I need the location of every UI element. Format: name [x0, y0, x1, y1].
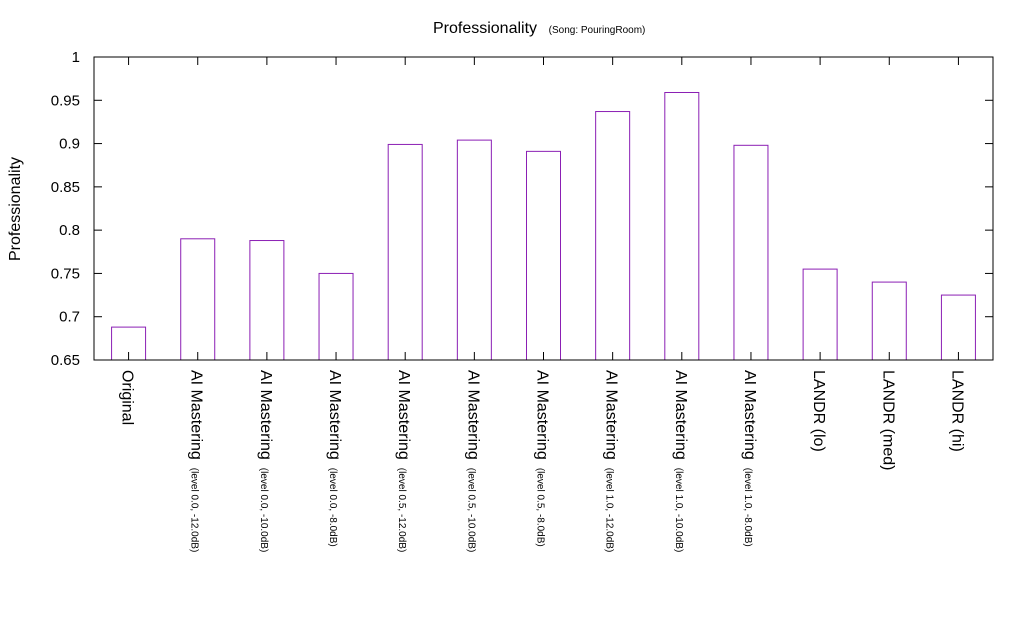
plot-frame — [93, 56, 994, 361]
x-tick-label-main: LANDR (lo) — [810, 370, 827, 452]
chart-title: Professionality — [433, 20, 537, 37]
x-tick-label-sub: (level 1.0, -8.0dB) — [742, 468, 753, 547]
y-tick-label: 1 — [72, 49, 80, 66]
x-tick-label: AI Mastering (level 0.0, -10.0dB) — [257, 370, 274, 552]
x-tick-label-sub: (level 0.0, -8.0dB) — [327, 468, 338, 547]
y-tick-label: 0.9 — [59, 136, 80, 153]
bar — [318, 272, 354, 361]
bar — [387, 143, 423, 361]
y-ticks: 0.65 0.7 0.75 0.8 0.85 0.9 0.95 1 — [51, 49, 993, 369]
x-tick-label-main: AI Mastering — [188, 370, 205, 460]
bar — [940, 294, 976, 361]
y-tick-label: 0.75 — [51, 265, 80, 282]
x-tick-label-main: LANDR (med) — [879, 370, 896, 470]
chart-subtitle: (Song: PouringRoom) — [549, 25, 646, 36]
x-tick-label: AI Mastering (level 0.0, -12.0dB) — [188, 370, 205, 552]
bar — [664, 91, 700, 361]
y-tick-label: 0.85 — [51, 179, 80, 196]
bars — [111, 57, 976, 361]
x-tick-label: LANDR (lo) — [810, 370, 827, 452]
x-tick-labels: Original AI Mastering (level 0.0, -12.0dB)… — [119, 370, 966, 552]
bar — [802, 268, 838, 361]
x-tick-label-main: AI Mastering — [672, 370, 689, 460]
x-tick-label-main: AI Mastering — [741, 370, 758, 460]
x-tick-label-main: Original — [119, 370, 136, 425]
x-tick-label: LANDR (hi) — [948, 370, 965, 452]
x-tick-label-main: AI Mastering — [395, 370, 412, 460]
bar — [526, 150, 561, 361]
x-tick-label: AI Mastering (level 0.5, -12.0dB) — [395, 370, 412, 552]
x-tick-label: Original — [119, 370, 136, 425]
x-tick-label: LANDR (med) — [879, 370, 896, 470]
x-tick-label-main: AI Mastering — [534, 370, 551, 460]
y-tick-label: 0.7 — [59, 309, 80, 326]
x-tick-label-sub: (level 0.0, -12.0dB) — [189, 468, 200, 553]
x-tick-label: AI Mastering (level 0.0, -8.0dB) — [326, 370, 343, 547]
x-tick-label-sub: (level 1.0, -10.0dB) — [673, 468, 684, 553]
bar — [180, 238, 216, 361]
x-tick-label-sub: (level 0.0, -10.0dB) — [258, 468, 269, 553]
y-tick-label: 0.65 — [51, 352, 80, 369]
y-tick-label: 0.8 — [59, 222, 80, 239]
x-tick-label-sub: (level 0.5, -8.0dB) — [535, 468, 546, 547]
x-tick-label: AI Mastering (level 0.5, -10.0dB) — [464, 370, 481, 552]
x-tick-label: AI Mastering (level 1.0, -10.0dB) — [672, 370, 689, 552]
x-tick-label: AI Mastering (level 1.0, -8.0dB) — [741, 370, 758, 547]
y-axis-label: Professionality — [7, 157, 24, 261]
x-tick-label-main: AI Mastering — [326, 370, 343, 460]
x-tick-label: AI Mastering (level 0.5, -8.0dB) — [534, 370, 551, 547]
x-tick-label-main: LANDR (hi) — [948, 370, 965, 452]
bar — [595, 111, 631, 361]
x-tick-label-main: AI Mastering — [603, 370, 620, 460]
x-tick-label-sub: (level 0.5, -10.0dB) — [465, 468, 476, 552]
bar — [249, 240, 285, 361]
bar — [456, 139, 492, 361]
x-tick-label-main: AI Mastering — [464, 370, 481, 460]
x-tick-label-sub: (level 1.0, -12.0dB) — [604, 468, 615, 553]
x-tick-label-sub: (level 0.5, -12.0dB) — [396, 468, 407, 553]
x-tick-label: AI Mastering (level 1.0, -12.0dB) — [603, 370, 620, 552]
bar — [871, 281, 907, 361]
bar — [733, 144, 769, 361]
y-tick-label: 0.95 — [51, 92, 80, 109]
x-tick-label-main: AI Mastering — [257, 370, 274, 460]
